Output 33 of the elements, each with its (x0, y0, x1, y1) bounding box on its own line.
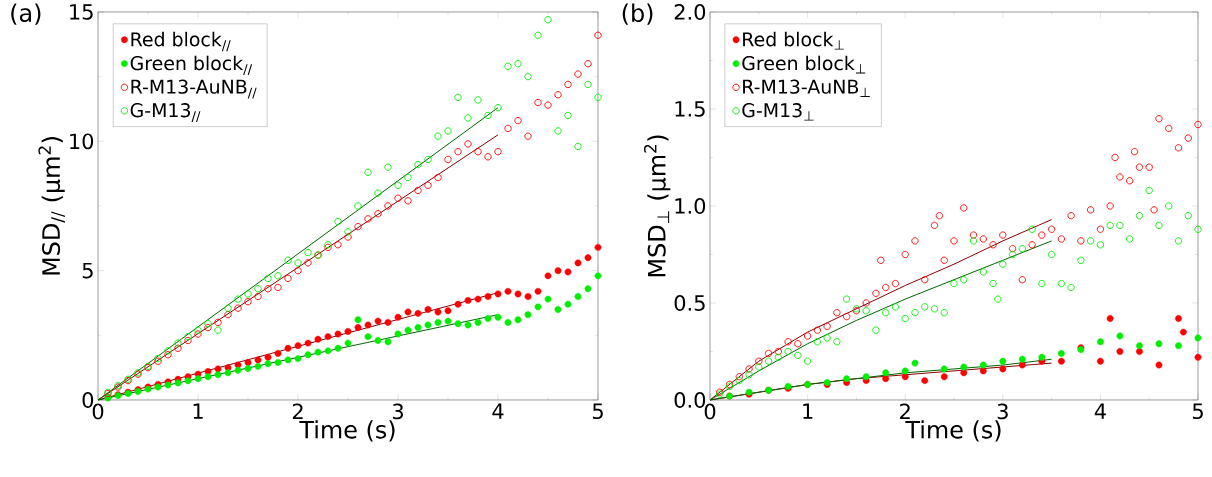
x-axis-title: Time (s) (905, 420, 1001, 442)
chart-title: (b) (622, 3, 653, 25)
legend-label: Red block$_{⊥}$ (743, 31, 844, 50)
x-tick-label: 3 (997, 403, 1008, 420)
legend-label: Green block$_{⊥}$ (742, 55, 866, 74)
legend-label: Red block$_{//}$ (131, 31, 231, 52)
legend-label: G-M13$_{⊥}$ (742, 103, 814, 121)
y-axis-title: MSD$_{⊥}$ (μm$^{2}$) (643, 135, 671, 277)
y-tick-label: 15 (70, 4, 93, 20)
x-tick-label: 1 (803, 403, 813, 419)
legend-label: G-M13$_{//}$ (130, 103, 201, 123)
x-tick-label: 1 (193, 403, 203, 419)
x-tick-label: 4 (492, 403, 504, 419)
y-tick-label: 0.0 (674, 392, 706, 408)
legend-label: Green block$_{//}$ (130, 55, 253, 76)
y-tick-label: 0 (82, 392, 94, 408)
x-tick-label: 2 (292, 403, 303, 420)
x-axis-title: Time (s) (299, 420, 395, 442)
chart-title: (a) (11, 3, 41, 25)
legend-label: R-M13-AuNB$_{⊥}$ (743, 79, 870, 97)
x-tick-label: 4 (1094, 403, 1106, 419)
y-tick-label: 1.5 (675, 101, 705, 117)
x-tick-label: 3 (392, 403, 403, 420)
x-tick-label: 5 (592, 403, 603, 420)
legend-label: R-M13-AuNB$_{//}$ (131, 79, 257, 99)
y-axis-title: MSD$_{//}$ (μm$^{2}$) (38, 137, 66, 275)
y-tick-label: 10 (70, 133, 94, 150)
y-tick-label: 1.0 (675, 198, 706, 214)
x-tick-label: 5 (1192, 403, 1203, 420)
y-tick-label: 2.0 (674, 4, 706, 20)
x-tick-label: 2 (900, 403, 910, 420)
y-tick-label: 0.5 (674, 295, 705, 311)
y-tick-label: 5 (82, 262, 93, 279)
